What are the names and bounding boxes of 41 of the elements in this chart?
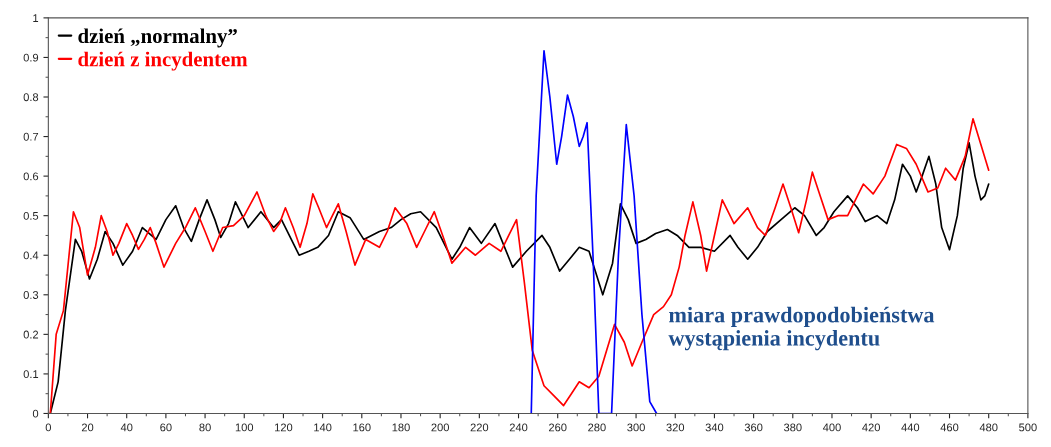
x-tick-label: 40 bbox=[120, 423, 133, 432]
y-tick-label: 0 bbox=[32, 409, 39, 418]
legend-label: dzień z incydentem bbox=[78, 51, 248, 71]
x-tick-label: 220 bbox=[470, 423, 489, 432]
y-tick-label: 0.6 bbox=[23, 172, 39, 181]
x-tick-label: 300 bbox=[627, 423, 645, 432]
x-tick-label: 120 bbox=[275, 423, 293, 432]
y-tick-label: 0.4 bbox=[23, 251, 39, 260]
y-tick-label: 0.1 bbox=[23, 370, 39, 379]
y-tick-label: 0.7 bbox=[23, 132, 39, 141]
x-tick-label: 60 bbox=[160, 423, 172, 432]
x-tick-label: 380 bbox=[783, 423, 802, 432]
x-tick-label: 400 bbox=[822, 423, 841, 432]
y-tick-label: 0.9 bbox=[23, 53, 39, 62]
x-tick-label: 140 bbox=[314, 423, 332, 432]
y-tick-label: 0.8 bbox=[23, 93, 39, 102]
y-tick-label: 0.3 bbox=[23, 291, 39, 299]
legend-label: dzień „normalny” bbox=[78, 28, 237, 48]
x-tick-label: 340 bbox=[705, 423, 724, 432]
x-tick-label: 180 bbox=[392, 423, 410, 432]
y-tick-label: 1 bbox=[33, 14, 39, 22]
x-tick-label: 80 bbox=[199, 423, 211, 432]
x-tick-label: 460 bbox=[940, 423, 959, 432]
annotation: miara prawdopodobieństwa wystąpienia incydentu bbox=[668, 306, 935, 351]
x-tick-label: 100 bbox=[235, 423, 254, 432]
x-tick-label: 320 bbox=[666, 423, 685, 432]
x-tick-label: 500 bbox=[1019, 423, 1037, 432]
x-tick-label: 260 bbox=[548, 423, 567, 432]
x-tick-label: 160 bbox=[353, 423, 371, 432]
x-tick-label: 280 bbox=[588, 423, 606, 432]
y-tick-label: 0.5 bbox=[23, 211, 39, 220]
x-tick-label: 200 bbox=[431, 423, 449, 432]
x-tick-label: 420 bbox=[862, 423, 880, 432]
x-tick-label: 0 bbox=[45, 423, 51, 432]
x-tick-label: 20 bbox=[81, 423, 94, 432]
x-tick-label: 440 bbox=[901, 423, 920, 432]
line-series bbox=[530, 49, 658, 414]
x-tick-label: 360 bbox=[744, 423, 763, 432]
x-tick-label: 480 bbox=[979, 423, 998, 432]
x-tick-label: 240 bbox=[509, 423, 528, 432]
y-tick-label: 0.2 bbox=[23, 330, 39, 339]
